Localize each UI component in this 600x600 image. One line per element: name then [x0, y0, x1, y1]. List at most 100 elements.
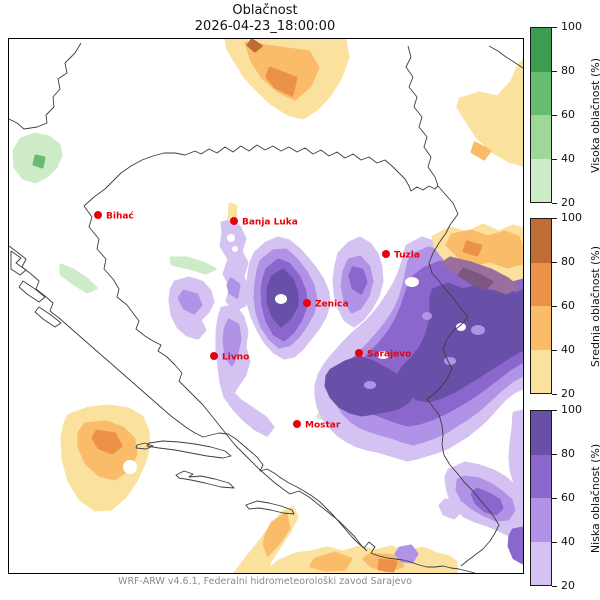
mid-cloud-60-80: [265, 66, 298, 97]
border-line: [9, 42, 82, 130]
map-panel: Bihać Banja Luka Tuzla Zenica Livno Sarajevo M…: [8, 38, 524, 574]
mid-cloud-40-60: [470, 141, 492, 161]
colorbar-segment: [531, 541, 551, 585]
island-outline: [245, 500, 295, 515]
colorbar-tick-mark: [552, 306, 557, 307]
city-marker: [210, 352, 218, 360]
city-label: Banja Luka: [242, 218, 298, 228]
low-cloud-accent: [422, 312, 432, 320]
cloud-hole: [227, 234, 235, 242]
low-cloud-accent: [444, 357, 456, 365]
colorbar-segment: [531, 115, 551, 159]
colorbar-segment: [531, 28, 551, 72]
low-cloud-accent: [471, 325, 485, 335]
mid-cloud-60-80: [462, 240, 483, 257]
colorbar-tick-mark: [552, 218, 557, 219]
colorbar-tick-label: 20: [561, 578, 575, 592]
colorbar-segment: [531, 262, 551, 306]
footer-credit: WRF-ARW v4.6.1, Federalni hidrometeorolo…: [118, 576, 412, 587]
colorbar-tick-mark: [552, 27, 557, 28]
mid-cloud-40-60: [309, 551, 353, 572]
coastline: [9, 245, 476, 573]
colorbar-tick-mark: [552, 159, 557, 160]
colorbar-tick-label: 80: [561, 63, 575, 77]
city-label: Sarajevo: [367, 350, 411, 360]
cloud-overlap: [457, 267, 494, 291]
cloud-hole: [405, 277, 419, 287]
colorbar-tick-mark: [552, 115, 557, 116]
colorbar-niska-bar: [530, 410, 552, 586]
city-label: Bihać: [106, 211, 134, 222]
colorbar-segment: [531, 158, 551, 202]
colorbar-tick-label: 60: [561, 298, 575, 312]
colorbar-tick-label: 100: [561, 19, 582, 33]
island-outline: [34, 306, 62, 328]
city-marker: [382, 250, 390, 258]
colorbar-visoka-bar: [530, 27, 552, 203]
cloud-hole: [456, 323, 466, 331]
high-cloud-20-40: [169, 256, 217, 275]
chart-title: Oblačnost: [232, 3, 298, 18]
colorbar-srednja-bar: [530, 218, 552, 394]
colorbar-tick-mark: [552, 203, 557, 204]
colorbar-niska-label: Niska oblačnost (%): [589, 443, 600, 553]
border-line: [83, 144, 439, 207]
colorbar-tick-label: 100: [561, 402, 582, 416]
cloud-hole: [275, 294, 287, 304]
colorbar-segment: [531, 498, 551, 542]
colorbar-tick-label: 60: [561, 490, 575, 504]
border-line: [488, 45, 523, 69]
city-marker: [94, 211, 102, 219]
low-cloud-60-80: [348, 266, 368, 295]
colorbar-visoka-label: Visoka oblačnost (%): [589, 57, 600, 173]
colorbar-tick-mark: [552, 262, 557, 263]
mid-cloud-60-80: [377, 558, 398, 573]
colorbar-tick-label: 40: [561, 534, 575, 548]
city-label: Livno: [222, 353, 249, 363]
colorbar-tick-label: 100: [561, 210, 582, 224]
island-outline: [10, 250, 27, 276]
border-line: [83, 205, 368, 552]
low-cloud-60-80: [507, 526, 523, 565]
colorbar-segment: [531, 454, 551, 498]
colorbar-niska: Niska oblačnost (%) 20 40 60 80 100: [530, 403, 600, 592]
colorbar-tick-label: 60: [561, 107, 575, 121]
colorbar-segment: [531, 306, 551, 350]
island-outline: [18, 280, 46, 303]
colorbar-tick-mark: [552, 394, 557, 395]
city-label: Zenica: [315, 300, 349, 310]
city-marker: [293, 420, 301, 428]
colorbar-segment: [531, 71, 551, 115]
colorbar-tick-mark: [552, 542, 557, 543]
mid-cloud-60-80: [91, 429, 123, 455]
low-cloud-40-60: [177, 289, 203, 315]
colorbar-tick-label: 20: [561, 195, 575, 209]
colorbar-segment: [531, 411, 551, 455]
mid-cloud-40-60: [244, 41, 320, 101]
colorbar-visoka: Visoka oblačnost (%) 20 40 60 80 100: [530, 20, 600, 209]
island-outline: [175, 470, 235, 489]
low-cloud-40-60: [226, 277, 241, 299]
colorbar-tick-label: 40: [561, 342, 575, 356]
map-svg: Bihać Banja Luka Tuzla Zenica Livno Sarajevo M…: [9, 39, 523, 573]
mid-cloud-40-60: [262, 512, 291, 557]
high-cloud-core: [32, 154, 46, 169]
cloud-hole: [377, 351, 389, 359]
colorbar-srednja-label: Srednja oblačnost (%): [589, 245, 600, 367]
chart-timestamp: 2026-04-23_18:00:00: [194, 19, 336, 34]
title-block: Oblačnost 2026-04-23_18:00:00: [8, 3, 522, 35]
colorbar-tick-mark: [552, 498, 557, 499]
colorbar-srednja: Srednja oblačnost (%) 20 40 60 80 100: [530, 211, 600, 400]
island-outline: [135, 442, 154, 450]
border-line: [405, 45, 500, 567]
mid-cloud-80-100: [246, 39, 263, 53]
city-label: Mostar: [305, 421, 341, 431]
city-marker: [355, 349, 363, 357]
low-cloud-20-40: [438, 498, 463, 520]
colorbar-tick-label: 80: [561, 446, 575, 460]
city-marker: [230, 217, 238, 225]
colorbar-tick-mark: [552, 410, 557, 411]
low-cloud-40-60: [222, 318, 242, 367]
colorbar-tick-mark: [552, 586, 557, 587]
